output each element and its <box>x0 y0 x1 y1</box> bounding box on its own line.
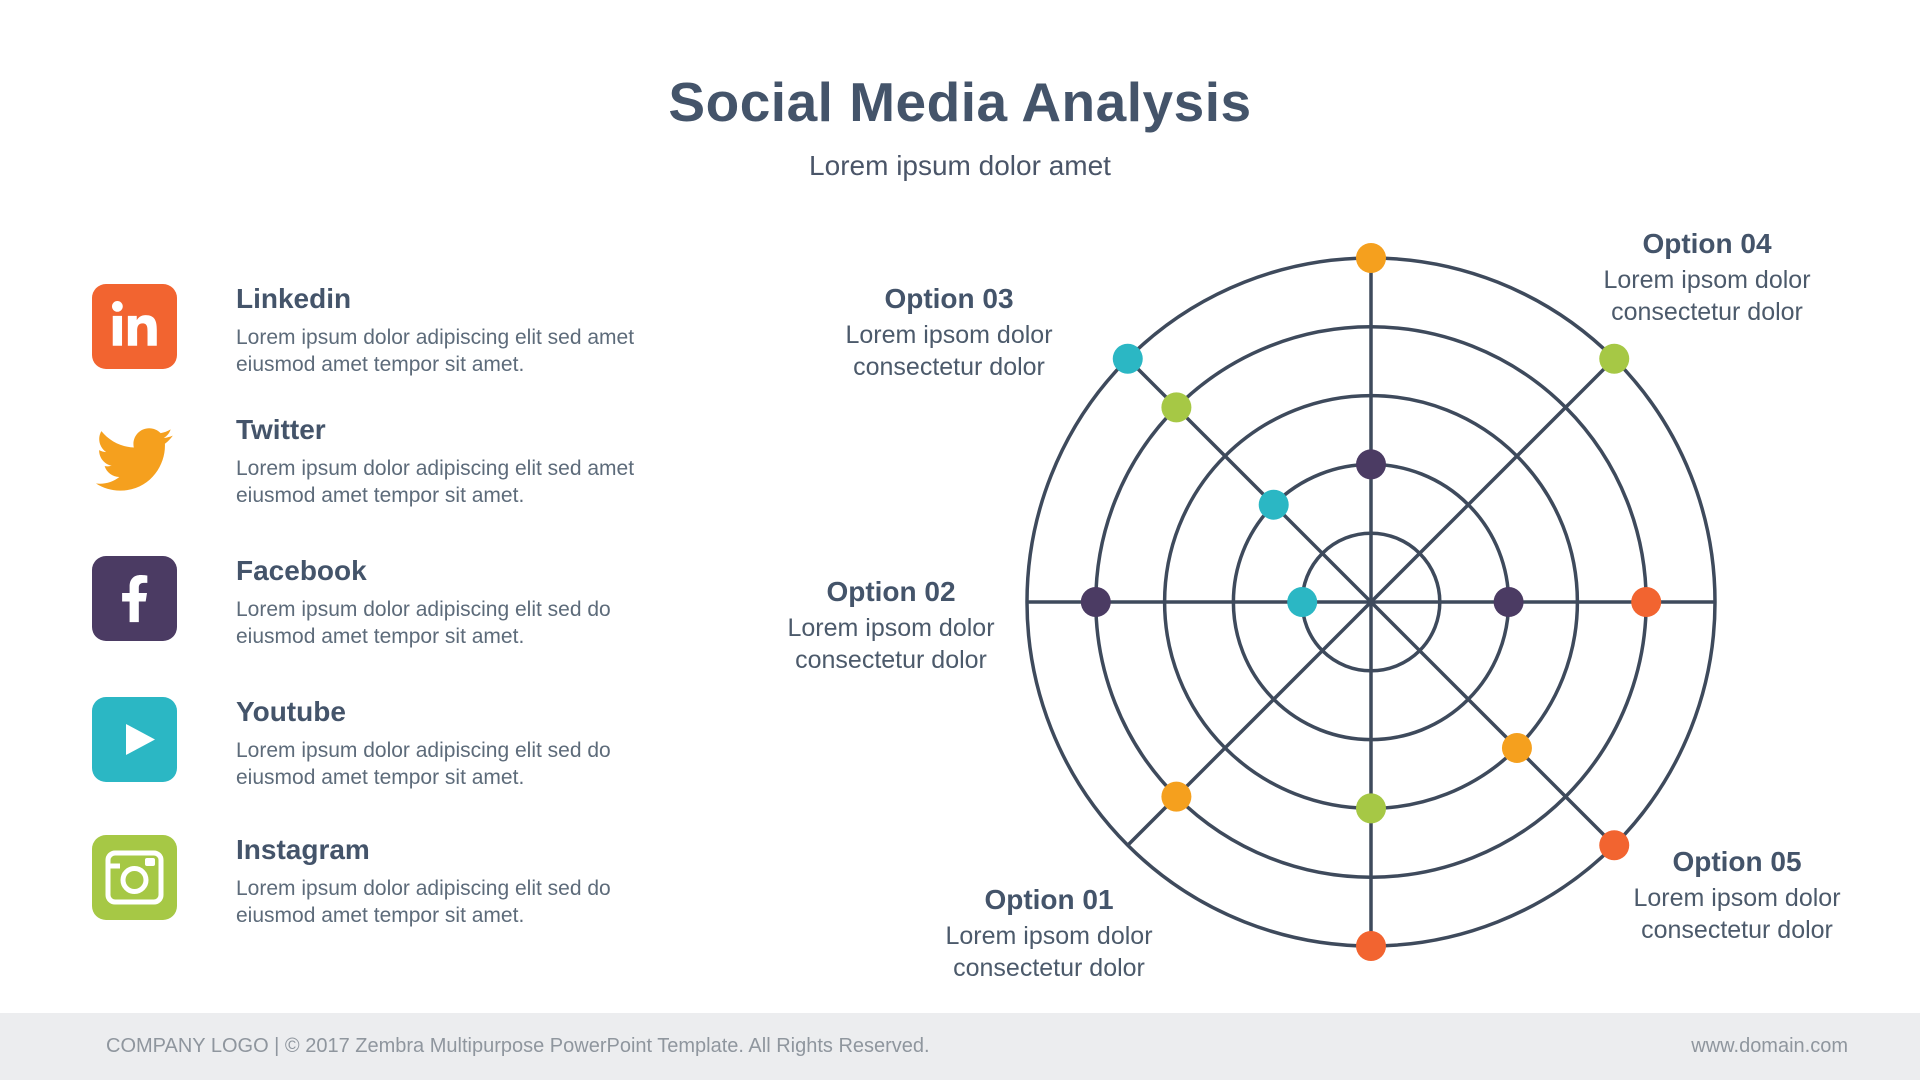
footer-domain: www.domain.com <box>1691 1035 1848 1057</box>
option-title: Option 04 <box>1642 228 1772 259</box>
instagram-icon <box>92 835 177 920</box>
option-title: Option 03 <box>884 283 1014 314</box>
radar-dot <box>1356 449 1386 480</box>
footer-copyright: COMPANY LOGO | © 2017 Zembra Multipurpos… <box>106 1035 930 1057</box>
option-01-label: Option 01 Lorem ipsom dolor consectetur … <box>889 884 1209 984</box>
option-title: Option 05 <box>1672 846 1802 877</box>
option-title: Option 02 <box>826 576 956 607</box>
radar-dot <box>1161 781 1192 812</box>
list-item-title: Twitter <box>236 414 326 445</box>
radar-dot <box>1161 392 1192 423</box>
option-text-line: consectetur dolor <box>1611 298 1803 326</box>
list-item-twitter: Twitter Lorem ipsum dolor adipiscing eli… <box>92 414 686 509</box>
option-text-line: Lorem ipsom dolor <box>945 922 1153 950</box>
option-title: Option 01 <box>984 884 1114 915</box>
option-text-line: Lorem ipsom dolor <box>845 321 1053 349</box>
radar-dot <box>1356 793 1386 824</box>
linkedin-icon <box>92 284 177 369</box>
option-02-label: Option 02 Lorem ipsom dolor consectetur … <box>731 576 1051 676</box>
radar-dot <box>1599 343 1630 374</box>
twitter-icon <box>96 428 173 491</box>
radar-chart <box>991 222 1751 982</box>
list-item-title: Facebook <box>236 555 367 586</box>
list-item-title: Instagram <box>236 834 370 865</box>
list-item-title: Linkedin <box>236 283 352 314</box>
option-text-line: consectetur dolor <box>953 954 1145 982</box>
footer-bar: COMPANY LOGO | © 2017 Zembra Multipurpos… <box>0 1013 1920 1080</box>
radar-dot <box>1501 732 1532 763</box>
page-subtitle: Lorem ipsum dolor amet <box>809 150 1111 181</box>
radar-chart-svg <box>1025 243 1717 961</box>
option-text-line: Lorem ipsom dolor <box>1633 884 1841 912</box>
slide-header: Social Media Analysis Lorem ipsum dolor … <box>0 70 1920 182</box>
radar-dot <box>1493 587 1524 617</box>
option-text-line: consectetur dolor <box>795 646 987 674</box>
radar-dot <box>1112 343 1143 374</box>
radar-dot <box>1356 931 1386 961</box>
facebook-icon <box>92 556 177 641</box>
radar-dot <box>1599 830 1630 861</box>
option-text-line: consectetur dolor <box>853 353 1045 381</box>
option-text-line: consectetur dolor <box>1641 916 1833 944</box>
option-03-label: Option 03 Lorem ipsom dolor consectetur … <box>789 283 1109 383</box>
option-text-line: Lorem ipsom dolor <box>787 614 995 642</box>
list-item-linkedin: Linkedin Lorem ipsum dolor adipiscing el… <box>92 283 686 378</box>
list-item-facebook: Facebook Lorem ipsum dolor adipiscing el… <box>92 555 686 650</box>
radar-dot <box>1080 587 1111 617</box>
list-item-description: Lorem ipsum dolor adipiscing elit sed do… <box>236 597 611 649</box>
list-item-instagram: Instagram Lorem ipsum dolor adipiscing e… <box>92 834 686 929</box>
option-05-label: Option 05 Lorem ipsom dolor consectetur … <box>1577 846 1897 946</box>
radar-dot <box>1258 489 1289 520</box>
radar-dot <box>1356 243 1386 273</box>
youtube-icon <box>92 697 177 782</box>
list-item-description: Lorem ipsum dolor adipiscing elit sed am… <box>236 325 635 377</box>
list-item-description: Lorem ipsum dolor adipiscing elit sed am… <box>236 456 635 508</box>
list-item-description: Lorem ipsum dolor adipiscing elit sed do… <box>236 876 611 928</box>
list-item-description: Lorem ipsum dolor adipiscing elit sed do… <box>236 738 611 790</box>
list-item-title: Youtube <box>236 696 346 727</box>
radar-dot <box>1287 587 1318 617</box>
page-title: Social Media Analysis <box>668 71 1252 133</box>
option-text-line: Lorem ipsom dolor <box>1603 266 1811 294</box>
option-04-label: Option 04 Lorem ipsom dolor consectetur … <box>1547 228 1867 328</box>
list-item-youtube: Youtube Lorem ipsum dolor adipiscing eli… <box>92 696 686 791</box>
radar-dot <box>1631 587 1662 617</box>
